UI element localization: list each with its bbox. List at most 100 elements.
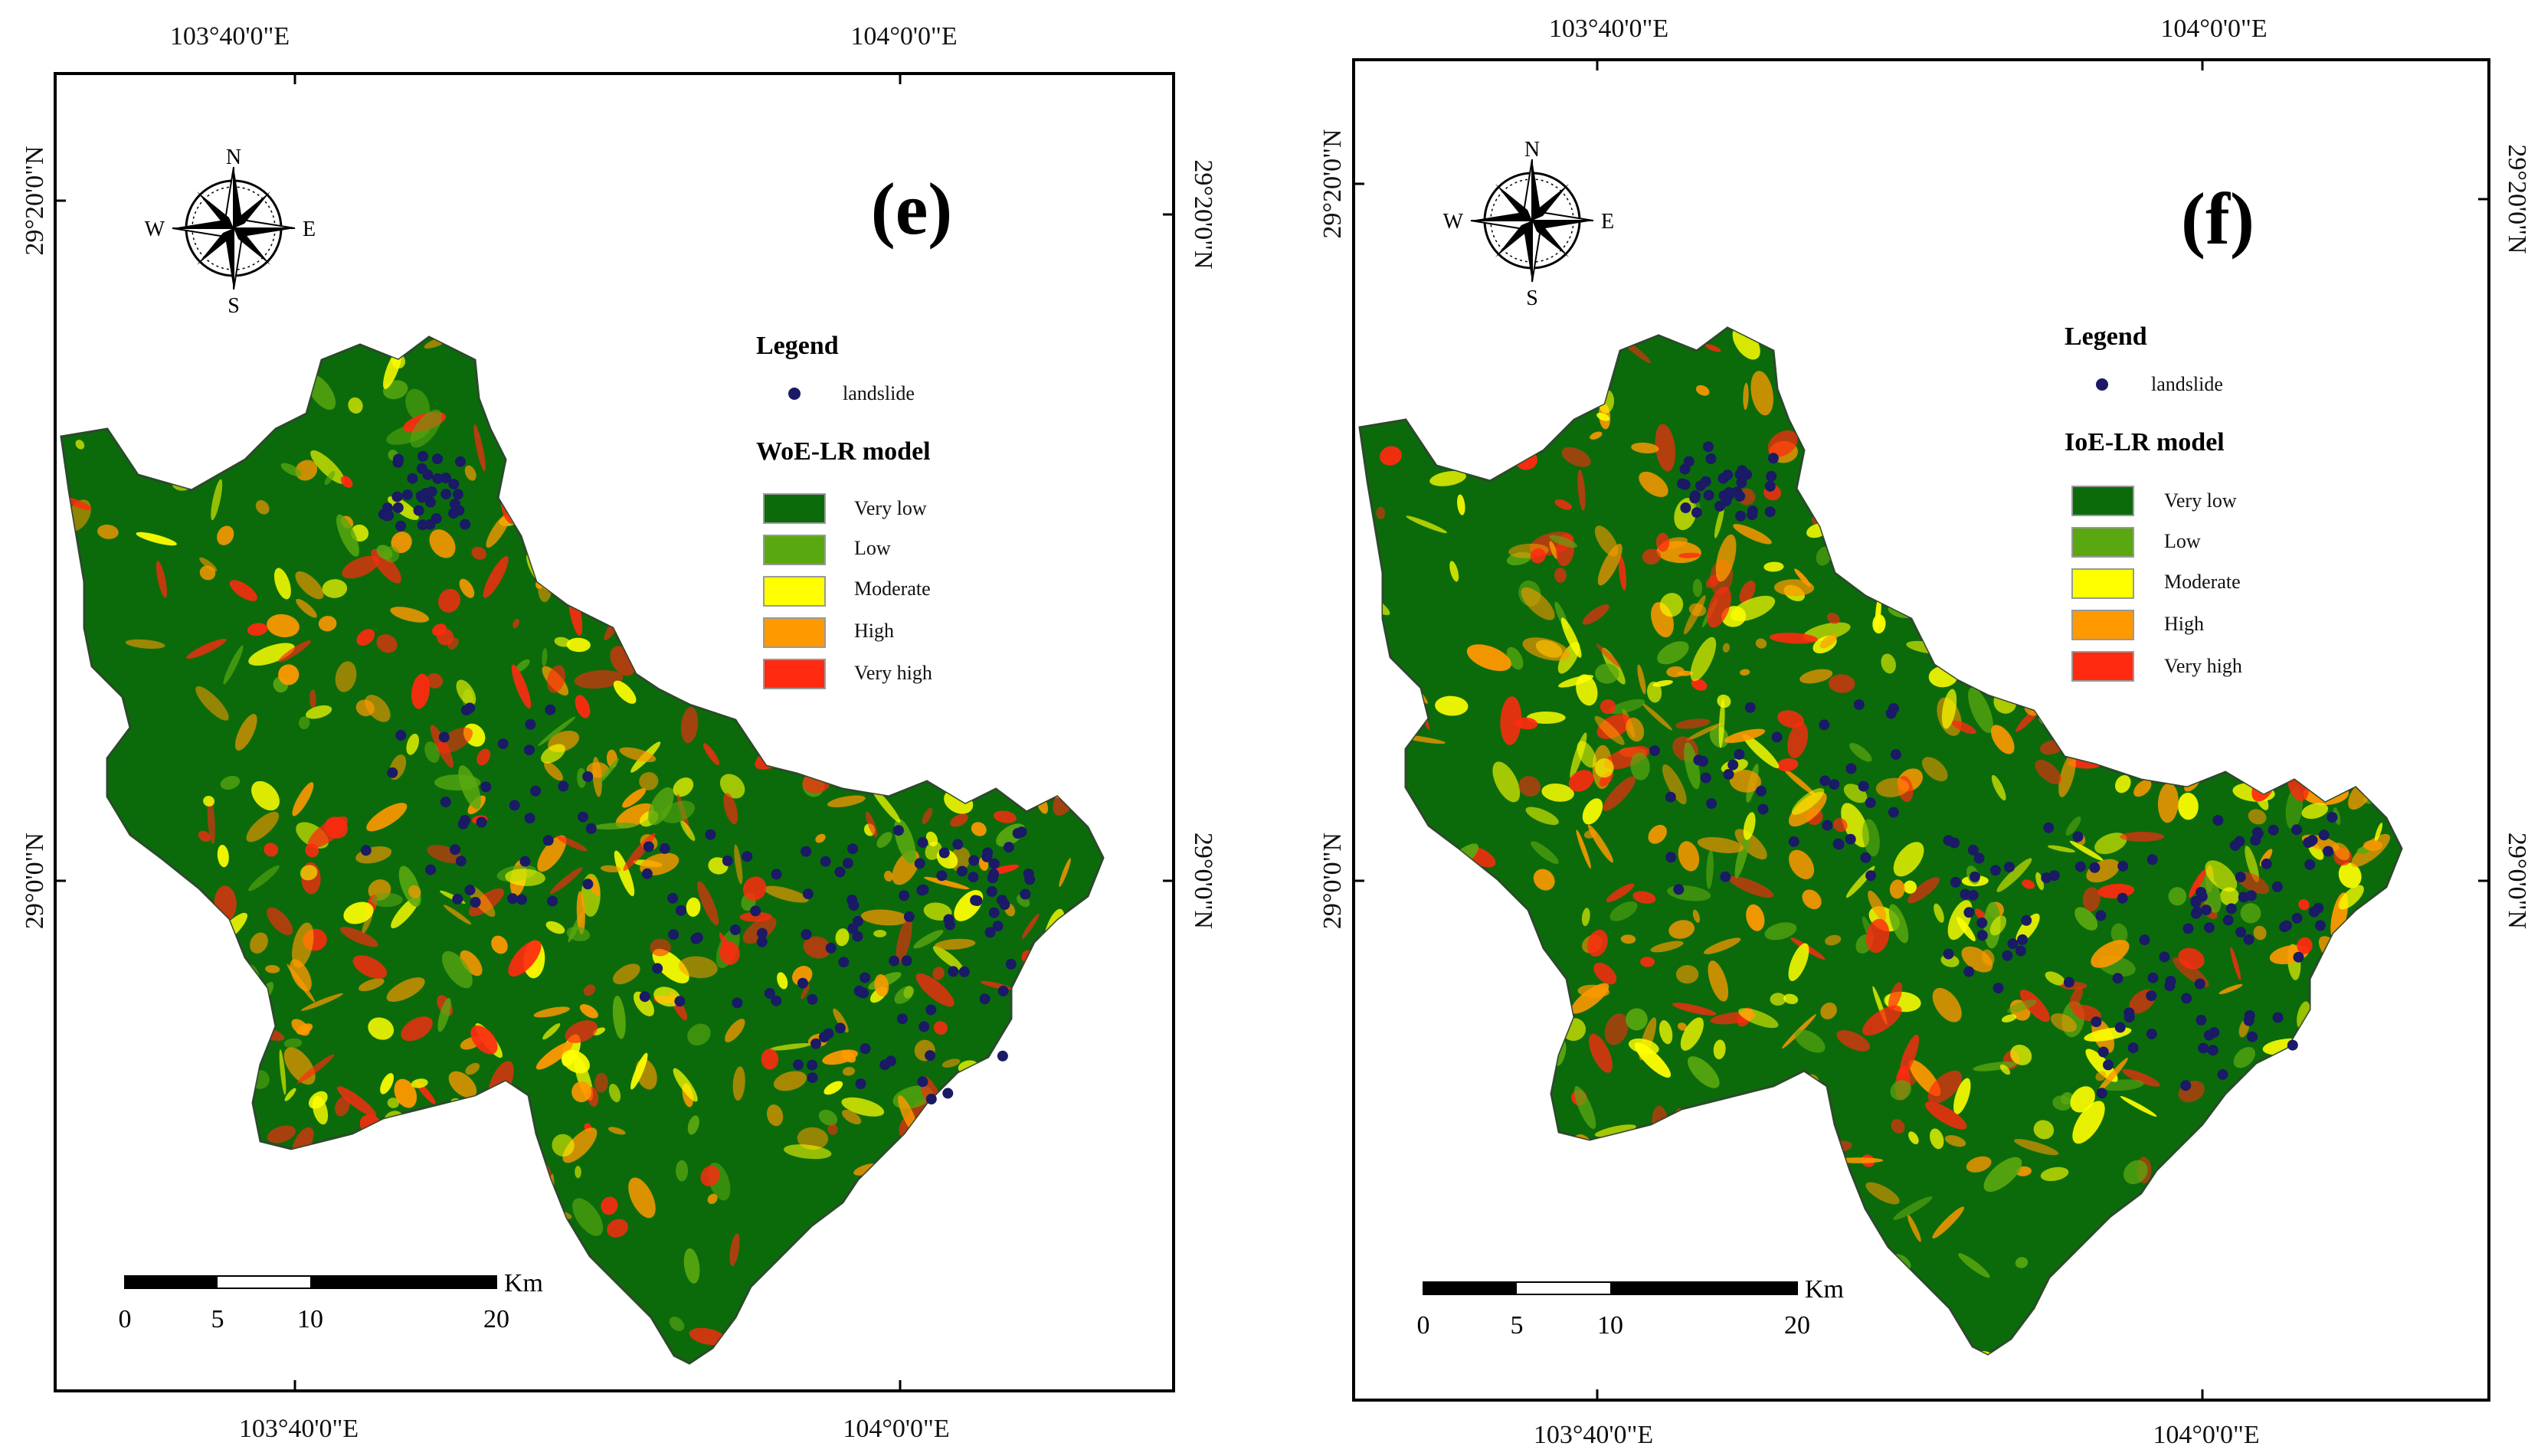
landslide-point [455, 856, 467, 867]
landslide-point [1723, 769, 1734, 780]
landslide-point [464, 885, 476, 896]
landslide-point [1695, 480, 1706, 492]
svg-text:N: N [226, 146, 241, 169]
landslide-point [2180, 1080, 2192, 1091]
landslide-point [1705, 453, 1717, 464]
landslide-point [2247, 1031, 2258, 1042]
landslide-point [2217, 1068, 2228, 1080]
landslide-point [756, 928, 768, 939]
map-panel-e: 103°40'0"E 104°0'0"E 103°40'0"E 104°0'0"… [21, 22, 1217, 1443]
landslide-point [1888, 703, 1899, 714]
landslide-legend-icon [788, 388, 801, 400]
landslide-point [1950, 876, 1961, 888]
landslide-point [1005, 958, 1017, 970]
landslide-point [1976, 917, 1988, 928]
landslide-point [440, 797, 451, 808]
landslide-point [452, 893, 463, 905]
lon-label-bottom-west: 103°40'0"E [1534, 1421, 1653, 1449]
landslide-point [2250, 835, 2261, 846]
legend-swatch-very-high [2071, 651, 2134, 682]
landslide-point [1734, 490, 1746, 502]
lon-label-bottom-east: 104°0'0"E [843, 1415, 949, 1443]
landslide-point [807, 993, 818, 1005]
landslide-point [2007, 938, 2019, 950]
landslide-point [425, 864, 437, 875]
map-legend: Legend landslide IoE-LR model Very low L… [2065, 322, 2242, 682]
landslide-point [667, 892, 679, 904]
landslide-point [838, 957, 850, 968]
landslide-point [2305, 836, 2317, 847]
landslide-point [2244, 1009, 2255, 1021]
landslide-point [2097, 1046, 2109, 1058]
landslide-point [2190, 897, 2202, 908]
landslide-point [2021, 914, 2032, 926]
landslide-point [1004, 842, 1014, 853]
landslide-point [1845, 833, 1856, 845]
landslide-point [1689, 492, 1701, 504]
landslide-point [853, 985, 865, 996]
landslide-point [2293, 951, 2304, 963]
landslide-point [431, 513, 442, 524]
landslide-point [2192, 906, 2203, 918]
landslide-point [2245, 890, 2257, 901]
landslide-point [639, 991, 650, 1003]
landslide-point [2235, 872, 2246, 882]
landslide-point [454, 505, 465, 516]
landslide-point [801, 929, 812, 940]
landslide-point [1736, 477, 1747, 489]
landslide-point [834, 1022, 846, 1034]
landslide-point [2074, 861, 2086, 872]
landslide-point [2327, 812, 2338, 823]
landslide-point [1020, 888, 1031, 900]
landslide-point [1993, 983, 2004, 994]
lon-label-top-west: 103°40'0"E [170, 22, 290, 51]
landslide-point [810, 1038, 821, 1049]
svg-text:N: N [1524, 138, 1540, 162]
landslide-point [979, 993, 991, 1005]
landslide-point [1976, 930, 1988, 941]
landslide-point [899, 890, 910, 901]
landslide-point [2091, 1016, 2102, 1028]
landslide-point [1967, 889, 1979, 901]
landslide-point [801, 846, 812, 857]
landslide-point [417, 450, 428, 462]
landslide-point [460, 815, 471, 826]
legend-swatch-moderate [2071, 568, 2134, 599]
landslide-point [452, 489, 463, 500]
landslide-point [2291, 824, 2302, 836]
landslide-point [797, 977, 808, 989]
landslide-point [984, 927, 996, 938]
scale-bar: Km 0 5 10 20 [1417, 1275, 1845, 1340]
landslide-point [705, 829, 716, 840]
landslide-point [1673, 884, 1685, 895]
landslide-point [722, 855, 733, 866]
landslide-point [2117, 892, 2128, 904]
landslide-point [948, 966, 959, 977]
svg-text:0: 0 [1417, 1311, 1430, 1340]
legend-class-very-high: Very high [854, 662, 932, 684]
landslide-point [545, 704, 556, 715]
landslide-point [1943, 948, 1954, 960]
landslide-point [391, 491, 403, 502]
landslide-point [2201, 905, 2212, 916]
landslide-point [523, 744, 535, 756]
landslide-point [652, 963, 663, 974]
landslide-point [889, 955, 900, 967]
landslide-point [407, 473, 418, 484]
svg-text:E: E [1601, 210, 1614, 234]
landslide-point [2117, 860, 2129, 872]
legend-swatch-low [763, 535, 826, 565]
landslide-point [2287, 1039, 2298, 1051]
landslide-point [470, 897, 481, 908]
landslide-point [834, 866, 846, 878]
landslide-point [401, 489, 413, 500]
landslide-point [432, 453, 443, 465]
landslide-point [1744, 702, 1756, 713]
landslide-points [1649, 441, 2338, 1099]
landslide-point [1703, 441, 1714, 453]
legend-class-high: High [2164, 613, 2204, 635]
landslide-point [668, 929, 679, 941]
landslide-point [1706, 798, 1717, 810]
landslide-point [2103, 1059, 2114, 1071]
landslide-point [1679, 463, 1691, 475]
